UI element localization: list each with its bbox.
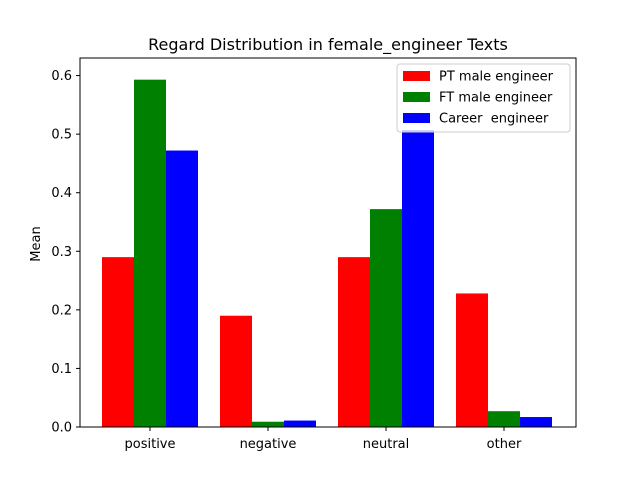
x-tick-label-other: other <box>487 437 522 452</box>
x-tick-label-positive: positive <box>125 437 176 452</box>
legend-label-series-1: PT male engineer <box>439 70 554 85</box>
bar-negative-series-3 <box>284 420 316 427</box>
y-tick-label: 0.3 <box>51 245 72 260</box>
bar-neutral-series-3 <box>402 130 434 428</box>
legend-swatch-series-2 <box>403 92 430 102</box>
legend-label-series-2: FT male engineer <box>439 91 553 106</box>
y-tick-label: 0.5 <box>51 128 72 143</box>
bar-positive-series-1 <box>102 257 134 427</box>
bar-neutral-series-1 <box>338 257 370 427</box>
x-tick-label-neutral: neutral <box>363 437 410 452</box>
axes-group: 0.0 0.1 0.2 0.3 0.4 0.5 0.6 positive negative neu… <box>51 57 577 452</box>
x-tick-label-negative: negative <box>240 437 297 452</box>
bar-negative-series-2 <box>252 421 284 427</box>
y-tick-label: 0.1 <box>51 362 72 377</box>
legend-box <box>396 63 571 133</box>
legend-swatch-series-3 <box>403 113 430 123</box>
bar-negative-series-1 <box>220 315 252 427</box>
legend-label-series-3: Career engineer <box>439 112 549 127</box>
plot-frame <box>79 57 577 428</box>
y-axis-label: Mean <box>29 226 44 261</box>
legend: PT male engineer FT male engineer Career e… <box>396 63 571 133</box>
bar-other-series-2 <box>488 411 520 427</box>
chart-title: Regard Distribution in female_engineer T… <box>148 35 508 55</box>
y-tick-label: 0.6 <box>51 69 72 84</box>
bars-group <box>102 79 552 428</box>
bar-positive-series-2 <box>134 79 166 428</box>
bar-neutral-series-2 <box>370 209 402 427</box>
y-tick-label: 0.2 <box>51 303 72 318</box>
y-tick-label: 0.0 <box>51 421 72 436</box>
y-tick-label: 0.4 <box>51 186 72 201</box>
bar-positive-series-3 <box>166 150 198 428</box>
bar-other-series-1 <box>456 293 488 427</box>
legend-swatch-series-1 <box>403 71 430 81</box>
bar-other-series-3 <box>520 417 552 427</box>
